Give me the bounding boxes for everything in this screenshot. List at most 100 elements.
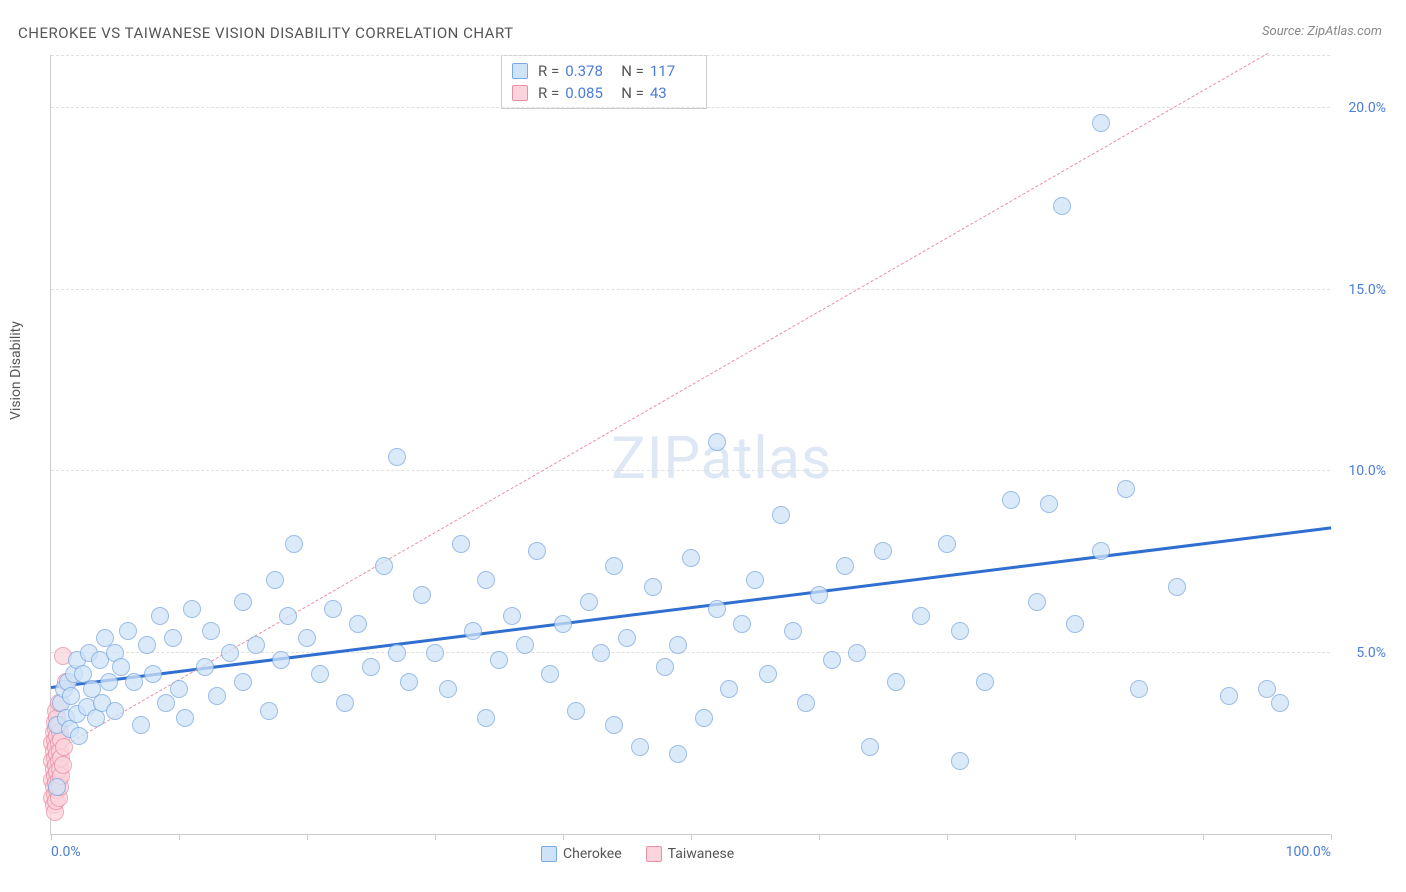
n-label: N = xyxy=(621,84,644,102)
r-value-taiwanese: 0.085 xyxy=(565,84,611,102)
x-tick xyxy=(1203,834,1204,840)
x-tick-label: 0.0% xyxy=(51,844,81,860)
data-point-cherokee xyxy=(272,651,290,669)
data-point-cherokee xyxy=(279,607,297,625)
y-axis-label: Vision Disability xyxy=(8,321,24,420)
data-point-cherokee xyxy=(247,636,265,654)
x-tick xyxy=(947,834,948,840)
data-point-cherokee xyxy=(234,593,252,611)
data-point-cherokee xyxy=(733,615,751,633)
data-point-cherokee xyxy=(656,658,674,676)
data-point-cherokee xyxy=(1168,578,1186,596)
data-point-cherokee xyxy=(580,593,598,611)
data-point-cherokee xyxy=(196,658,214,676)
swatch-cherokee xyxy=(541,846,557,862)
data-point-cherokee xyxy=(976,673,994,691)
data-point-cherokee xyxy=(132,716,150,734)
legend-label-taiwanese: Taiwanese xyxy=(668,846,735,862)
data-point-cherokee xyxy=(400,673,418,691)
data-point-cherokee xyxy=(202,622,220,640)
stats-legend: R = 0.378 N = 117 R = 0.085 N = 43 xyxy=(501,55,707,109)
data-point-cherokee xyxy=(772,506,790,524)
data-point-cherokee xyxy=(912,607,930,625)
legend-item-cherokee: Cherokee xyxy=(541,846,622,862)
data-point-cherokee xyxy=(324,600,342,618)
data-point-cherokee xyxy=(362,658,380,676)
x-tick xyxy=(819,834,820,840)
data-point-cherokee xyxy=(164,629,182,647)
data-point-cherokee xyxy=(1130,680,1148,698)
data-point-cherokee xyxy=(112,658,130,676)
data-point-cherokee xyxy=(592,644,610,662)
y-tick-label: 20.0% xyxy=(1348,100,1386,116)
data-point-cherokee xyxy=(708,433,726,451)
data-point-cherokee xyxy=(695,709,713,727)
data-point-cherokee xyxy=(887,673,905,691)
data-point-cherokee xyxy=(836,557,854,575)
data-point-cherokee xyxy=(439,680,457,698)
x-tick xyxy=(563,834,564,840)
swatch-cherokee xyxy=(512,63,528,79)
data-point-cherokee xyxy=(336,694,354,712)
source-label: Source: ZipAtlas.com xyxy=(1262,24,1382,39)
data-point-cherokee xyxy=(951,622,969,640)
data-point-cherokee xyxy=(48,778,66,796)
data-point-cherokee xyxy=(1092,114,1110,132)
data-point-cherokee xyxy=(298,629,316,647)
data-point-cherokee xyxy=(618,629,636,647)
data-point-cherokee xyxy=(708,600,726,618)
data-point-cherokee xyxy=(464,622,482,640)
data-point-cherokee xyxy=(874,542,892,560)
chart-container: CHEROKEE VS TAIWANESE VISION DISABILITY … xyxy=(0,0,1406,892)
data-point-cherokee xyxy=(823,651,841,669)
x-tick xyxy=(179,834,180,840)
data-point-cherokee xyxy=(605,716,623,734)
data-point-cherokee xyxy=(605,557,623,575)
data-point-cherokee xyxy=(746,571,764,589)
x-tick xyxy=(307,834,308,840)
data-point-cherokee xyxy=(1117,480,1135,498)
data-point-cherokee xyxy=(759,665,777,683)
data-point-cherokee xyxy=(234,673,252,691)
data-point-cherokee xyxy=(208,687,226,705)
chart-title: CHEROKEE VS TAIWANESE VISION DISABILITY … xyxy=(18,24,514,42)
data-point-cherokee xyxy=(1066,615,1084,633)
swatch-taiwanese xyxy=(512,85,528,101)
data-point-cherokee xyxy=(1053,197,1071,215)
data-point-cherokee xyxy=(119,622,137,640)
data-point-cherokee xyxy=(375,557,393,575)
data-point-cherokee xyxy=(682,549,700,567)
data-point-cherokee xyxy=(285,535,303,553)
data-point-cherokee xyxy=(388,448,406,466)
y-tick-label: 10.0% xyxy=(1348,463,1386,479)
data-point-taiwanese xyxy=(54,756,72,774)
data-point-cherokee xyxy=(388,644,406,662)
data-point-cherokee xyxy=(138,636,156,654)
data-point-cherokee xyxy=(669,636,687,654)
data-point-cherokee xyxy=(477,571,495,589)
gridline xyxy=(51,107,1330,108)
data-point-cherokee xyxy=(784,622,802,640)
n-value-taiwanese: 43 xyxy=(650,84,696,102)
data-point-cherokee xyxy=(100,673,118,691)
data-point-cherokee xyxy=(951,752,969,770)
data-point-cherokee xyxy=(669,745,687,763)
data-point-cherokee xyxy=(106,702,124,720)
data-point-cherokee xyxy=(516,636,534,654)
data-point-cherokee xyxy=(861,738,879,756)
plot-area: ZIPatlas R = 0.378 N = 117 R = 0.085 N =… xyxy=(50,55,1330,835)
data-point-cherokee xyxy=(1258,680,1276,698)
x-tick xyxy=(691,834,692,840)
data-point-cherokee xyxy=(554,615,572,633)
data-point-cherokee xyxy=(644,578,662,596)
data-point-cherokee xyxy=(260,702,278,720)
data-point-cherokee xyxy=(183,600,201,618)
data-point-cherokee xyxy=(349,615,367,633)
data-point-cherokee xyxy=(1040,495,1058,513)
n-label: N = xyxy=(621,62,644,80)
data-point-cherokee xyxy=(1092,542,1110,560)
x-tick xyxy=(1331,834,1332,840)
x-tick xyxy=(1075,834,1076,840)
n-value-cherokee: 117 xyxy=(650,62,696,80)
data-point-cherokee xyxy=(311,665,329,683)
